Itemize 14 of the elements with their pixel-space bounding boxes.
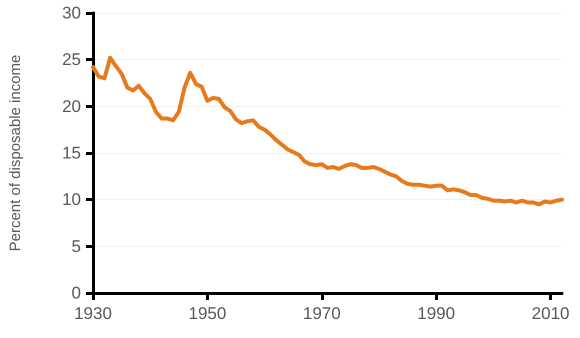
x-tick-label: 1930 (74, 304, 112, 323)
line-series (91, 56, 564, 206)
y-tick-label: 10 (62, 190, 81, 210)
y-tick-label: 5 (72, 236, 81, 256)
y-tick-label: 20 (62, 96, 81, 116)
x-tick-label: 1950 (188, 304, 226, 323)
y-axis-title: Percent of disposable income (7, 54, 24, 252)
y-tick-label: 30 (62, 4, 81, 22)
x-tick-label: 2010 (532, 304, 570, 323)
x-tick-label: 1970 (302, 304, 341, 323)
y-tick-label: 15 (62, 144, 81, 162)
x-tick-label: 1990 (417, 304, 456, 323)
y-tick-label: 0 (72, 284, 81, 302)
y-tick-label: 25 (62, 50, 81, 70)
